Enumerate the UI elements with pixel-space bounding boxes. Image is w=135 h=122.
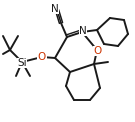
Text: N: N [79,26,87,36]
Text: Si: Si [17,58,27,68]
Text: O: O [94,46,102,56]
Text: N: N [51,4,59,14]
Text: O: O [38,52,46,62]
